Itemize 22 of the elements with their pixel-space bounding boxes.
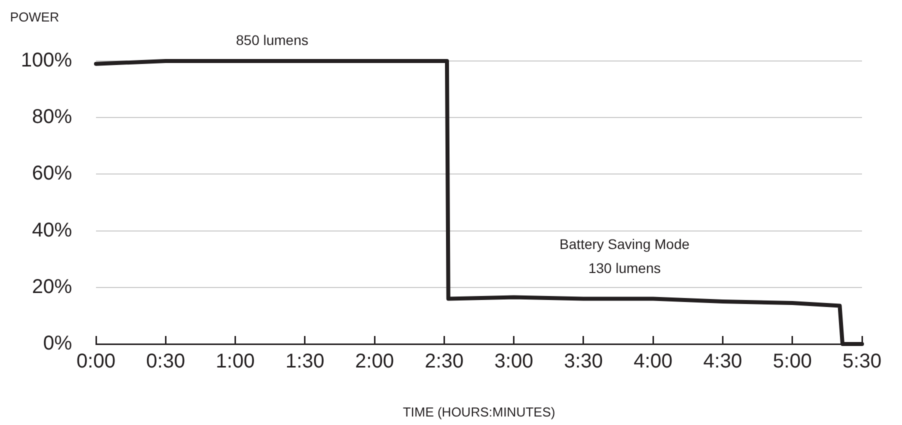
x-tick-label: 2:00 (355, 350, 394, 373)
x-tick-label: 0:00 (76, 350, 116, 373)
x-tick-label: 3:00 (494, 350, 534, 373)
y-axis-title: POWER (10, 10, 60, 25)
x-tick-label: 1:00 (216, 350, 255, 373)
x-axis-title: TIME (HOURS:MINUTES) (402, 404, 556, 420)
y-tick-label: 0% (43, 332, 72, 355)
annotation: Battery Saving Mode 130 lumens (560, 236, 690, 276)
x-tick-label: 3:30 (564, 350, 603, 373)
x-tick-label: 4:00 (634, 350, 673, 373)
y-tick-label: 60% (32, 162, 72, 185)
x-tick-label: 1:30 (285, 350, 324, 373)
x-tick-label: 2:30 (424, 350, 464, 373)
y-tick-label: 100% (20, 50, 72, 72)
y-tick-label: 40% (32, 219, 72, 242)
x-tick-label: 5:00 (772, 350, 812, 373)
y-tick-label: 20% (32, 276, 72, 298)
x-tick-label: 5:30 (842, 350, 882, 373)
x-tick-label: 4:30 (703, 350, 742, 373)
text: 850 lumens (236, 32, 308, 48)
y-tick-label: 80% (32, 106, 72, 128)
x-tick-label: 0:30 (146, 350, 186, 373)
